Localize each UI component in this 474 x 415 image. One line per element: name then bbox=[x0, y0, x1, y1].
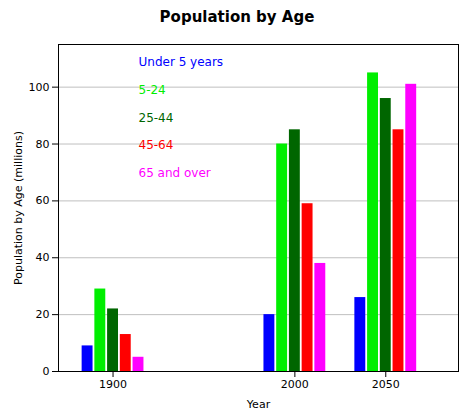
html-text:Population by Age: Population by Age bbox=[159, 8, 315, 26]
svg-text:Population by Age (millions): Population by Age (millions) bbox=[12, 131, 25, 285]
svg-text:2050: 2050 bbox=[372, 378, 400, 391]
svg-text:2000: 2000 bbox=[281, 378, 309, 391]
svg-text:45-64: 45-64 bbox=[139, 138, 174, 152]
svg-text:100: 100 bbox=[29, 81, 50, 94]
svg-text:20: 20 bbox=[36, 308, 50, 321]
svg-text:40: 40 bbox=[36, 251, 50, 264]
svg-text:80: 80 bbox=[36, 138, 50, 151]
svg-text:65 and over: 65 and over bbox=[139, 166, 211, 180]
svg-text:1900: 1900 bbox=[99, 378, 127, 391]
svg-text:25-44: 25-44 bbox=[139, 111, 174, 125]
svg-text:5-24: 5-24 bbox=[139, 83, 166, 97]
svg-text:Under 5 years: Under 5 years bbox=[139, 55, 224, 69]
svg-text:0: 0 bbox=[43, 365, 50, 378]
svg-text:60: 60 bbox=[36, 194, 50, 207]
svg-text:Year: Year bbox=[246, 398, 271, 411]
